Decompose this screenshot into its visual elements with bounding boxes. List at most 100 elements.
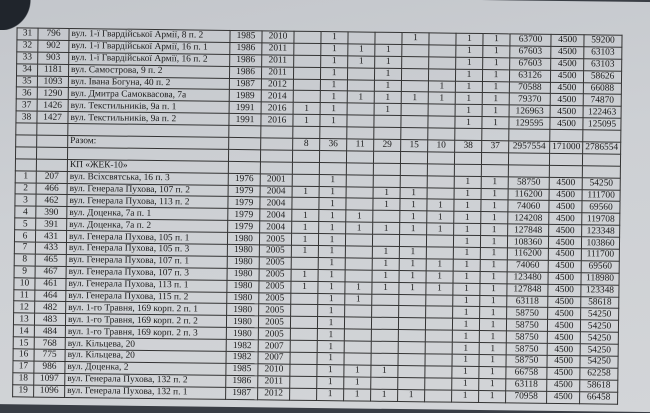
building-code: 461 bbox=[34, 277, 67, 291]
flag-cell bbox=[289, 364, 317, 377]
flag-cell: 1 bbox=[291, 221, 319, 234]
due-year: 2011 bbox=[261, 66, 294, 79]
build-year: 1976 bbox=[228, 173, 261, 186]
empty-cell bbox=[228, 149, 261, 162]
due-year: 2016 bbox=[261, 102, 294, 115]
flag-cell: 1 bbox=[453, 247, 481, 260]
flag-cell: 1 bbox=[428, 92, 456, 105]
build-year: 1980 bbox=[226, 303, 259, 317]
flag-cell: 1 bbox=[374, 79, 402, 92]
empty-cell bbox=[260, 137, 293, 151]
total-amount: 66758 bbox=[505, 366, 547, 380]
flag-cell: 1 bbox=[426, 270, 454, 283]
row-number: 4 bbox=[14, 206, 36, 219]
flag-cell bbox=[398, 306, 426, 319]
flag-cell: 1 bbox=[400, 187, 428, 200]
flag-cell: 1 bbox=[455, 104, 483, 117]
flag-cell: 1 bbox=[397, 389, 425, 402]
flag-cell: 1 bbox=[479, 295, 507, 308]
fee-amount: 4500 bbox=[547, 307, 581, 321]
empty-cell bbox=[427, 163, 455, 176]
total-amount: 116200 bbox=[508, 188, 550, 201]
flag-cell: 1 bbox=[482, 33, 511, 46]
total-amount: 108360 bbox=[507, 235, 549, 249]
flag-total: 36 bbox=[319, 138, 347, 151]
row-number: 13 bbox=[13, 313, 35, 326]
flag-cell: 1 bbox=[317, 293, 345, 306]
empty-cell bbox=[319, 162, 347, 175]
flag-cell bbox=[425, 318, 453, 331]
flag-cell: 1 bbox=[399, 210, 427, 224]
flag-cell: 1 bbox=[480, 223, 508, 236]
empty-cell bbox=[260, 125, 293, 139]
empty-cell bbox=[15, 146, 37, 159]
flag-cell: 1 bbox=[291, 245, 319, 258]
row-number: 9 bbox=[14, 265, 36, 278]
net-amount: 118980 bbox=[581, 272, 620, 285]
flag-cell: 1 bbox=[318, 257, 346, 270]
flag-cell bbox=[425, 294, 453, 307]
flag-cell bbox=[346, 115, 375, 128]
building-code: 1426 bbox=[37, 99, 69, 112]
flag-cell bbox=[428, 104, 456, 117]
flag-cell: 1 bbox=[399, 246, 427, 259]
fee-amount: 4500 bbox=[548, 224, 582, 237]
flag-cell bbox=[372, 234, 400, 247]
summary-net: 2786554 bbox=[582, 141, 621, 155]
flag-cell bbox=[426, 246, 454, 260]
build-year: 1985 bbox=[225, 363, 259, 376]
flag-cell: 1 bbox=[454, 116, 483, 129]
flag-cell: 1 bbox=[318, 245, 346, 258]
build-year: 1986 bbox=[229, 42, 262, 55]
flag-cell bbox=[424, 365, 452, 378]
empty-cell bbox=[582, 165, 621, 178]
flag-cell: 1 bbox=[318, 233, 346, 246]
flag-cell: 1 bbox=[370, 388, 398, 402]
flag-cell bbox=[289, 376, 317, 389]
flag-cell: 1 bbox=[452, 318, 480, 331]
total-amount: 129595 bbox=[508, 117, 551, 130]
flag-cell: 1 bbox=[372, 198, 401, 211]
flag-cell: 1 bbox=[372, 270, 400, 283]
building-code: 484 bbox=[34, 325, 66, 338]
total-amount: 63118 bbox=[505, 378, 547, 392]
net-amount: 74870 bbox=[583, 94, 622, 107]
due-year: 2005 bbox=[258, 292, 291, 305]
flag-cell bbox=[343, 352, 372, 366]
build-year: 1985 bbox=[229, 30, 263, 43]
flag-cell: 1 bbox=[455, 33, 484, 46]
build-year: 1986 bbox=[229, 54, 262, 67]
building-code: 1181 bbox=[37, 63, 69, 77]
flag-cell: 1 bbox=[479, 342, 507, 355]
row-number: 17 bbox=[12, 360, 35, 373]
build-year: 1980 bbox=[227, 232, 260, 245]
build-year: 1980 bbox=[227, 244, 260, 257]
flag-cell bbox=[345, 198, 374, 211]
row-number: 2 bbox=[15, 182, 37, 195]
flag-cell bbox=[424, 377, 452, 390]
flag-cell: 1 bbox=[480, 271, 508, 284]
flag-cell: 1 bbox=[320, 43, 348, 56]
fee-amount: 4500 bbox=[546, 379, 580, 392]
flag-cell bbox=[290, 340, 318, 353]
net-amount: 111700 bbox=[581, 248, 620, 262]
flag-cell: 1 bbox=[320, 90, 348, 104]
building-code: 796 bbox=[37, 28, 70, 41]
flag-cell: 1 bbox=[347, 91, 375, 104]
empty-cell bbox=[15, 122, 37, 136]
build-year: 1979 bbox=[227, 220, 260, 233]
build-year: 1991 bbox=[229, 101, 262, 115]
due-year: 2005 bbox=[258, 328, 291, 341]
flag-cell: 1 bbox=[481, 116, 510, 129]
flag-cell: 1 bbox=[453, 199, 482, 212]
empty-cell bbox=[319, 150, 347, 163]
net-amount: 54250 bbox=[580, 320, 619, 333]
empty-cell bbox=[260, 149, 293, 163]
build-year: 1979 bbox=[227, 196, 261, 210]
flag-cell bbox=[291, 257, 319, 270]
total-amount: 63118 bbox=[506, 295, 548, 308]
flag-cell bbox=[401, 56, 429, 69]
flag-cell bbox=[427, 187, 455, 200]
flag-cell bbox=[344, 317, 372, 330]
